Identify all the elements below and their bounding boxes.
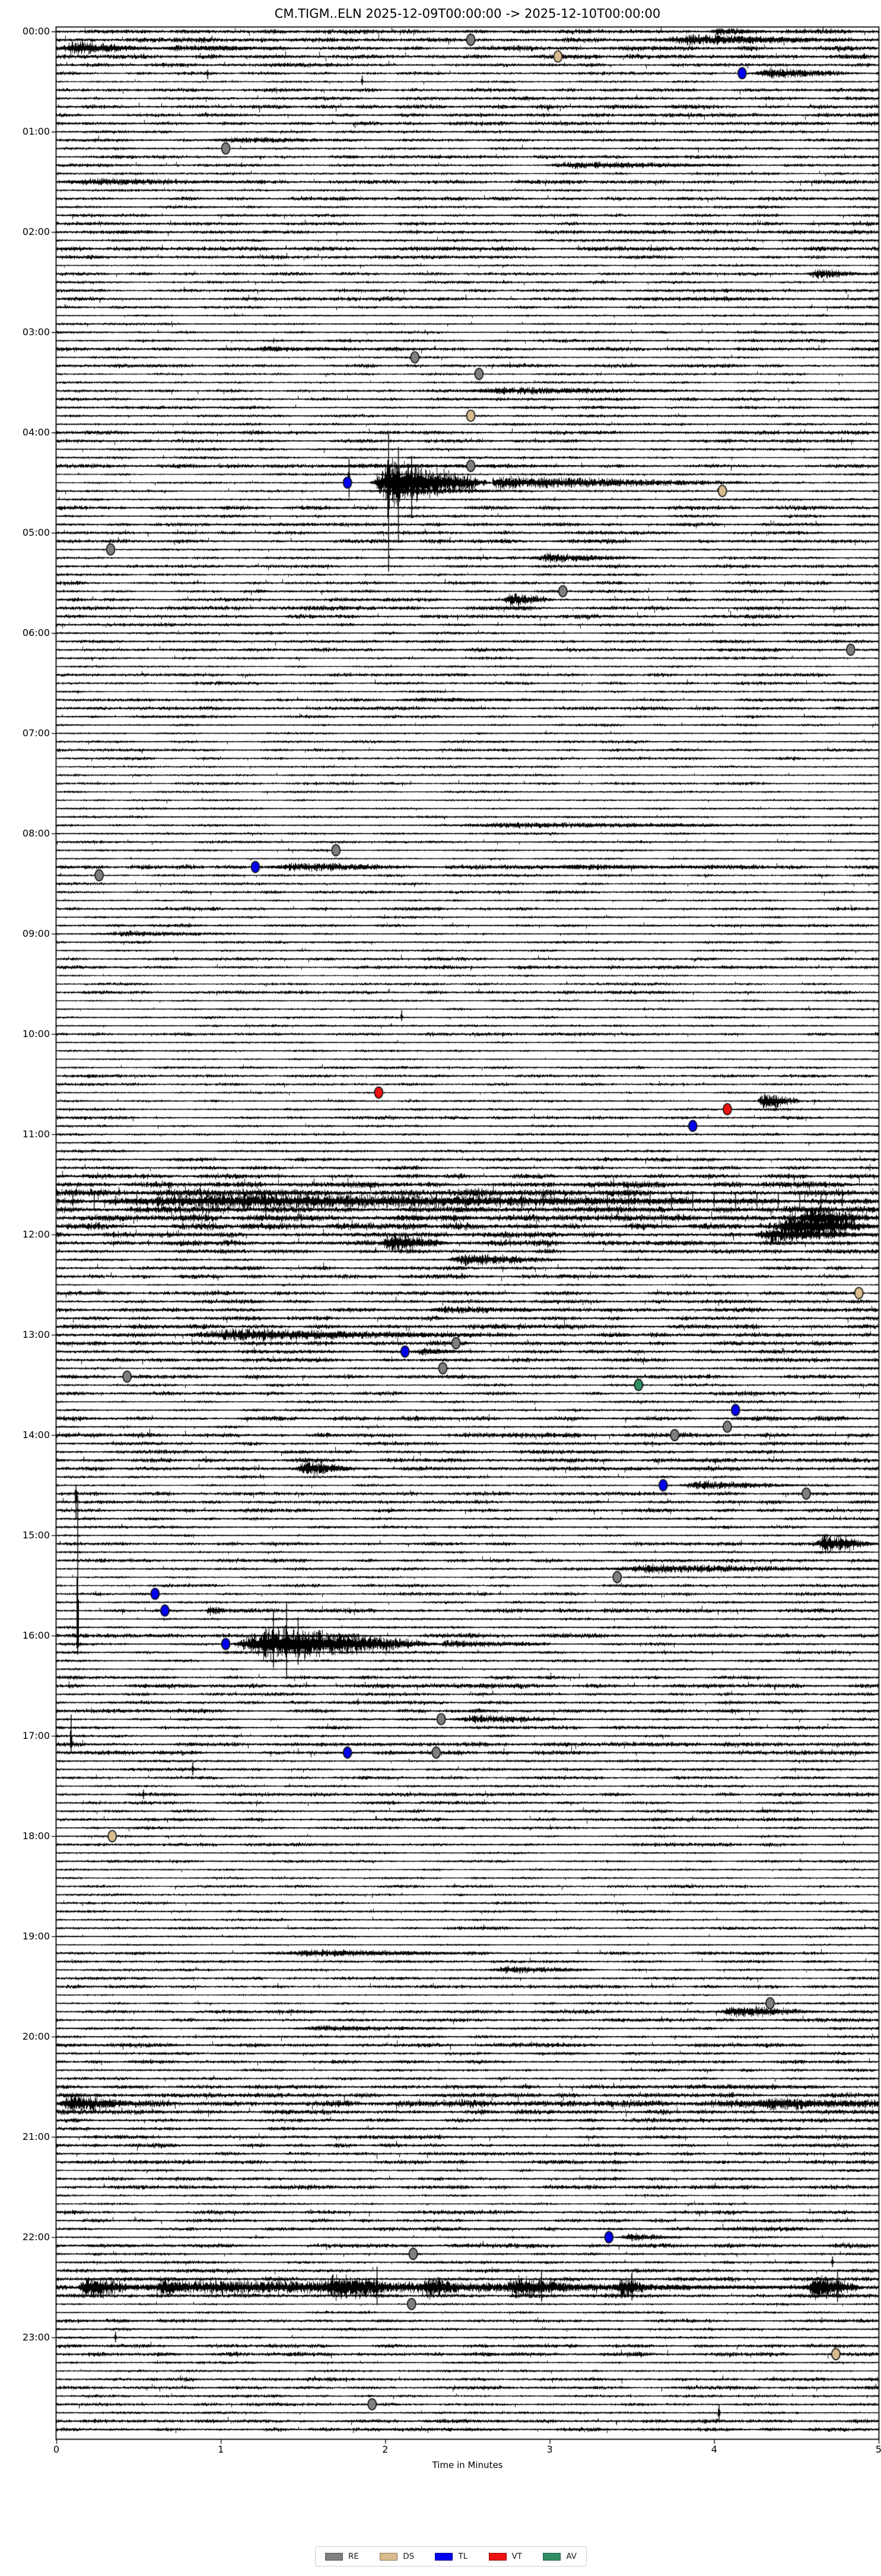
plot-title: CM.TIGM..ELN 2025-12-09T00:00:00 -> 2025… [274,7,661,21]
hour-label-0100: 01:00 [22,125,50,137]
hour-label-0300: 03:00 [22,326,50,338]
hour-label-1700: 17:00 [22,1729,50,1741]
legend-item-RE: RE [325,2552,359,2561]
hour-label-0600: 06:00 [22,626,50,638]
hour-label-0000: 00:00 [22,26,50,37]
legend-swatch-RE [325,2552,343,2561]
hour-label-2000: 20:00 [22,2030,50,2042]
hour-label-1200: 12:00 [22,1228,50,1240]
legend-item-DS: DS [380,2552,414,2561]
legend-item-VT: VT [488,2552,523,2561]
legend-swatch-TL [435,2552,453,2561]
x-tick-label-0: 0 [53,2444,60,2455]
hour-label-1000: 10:00 [22,1028,50,1039]
x-axis-title: Time in Minutes [432,2460,503,2470]
legend-swatch-VT [488,2552,507,2561]
legend-label-TL: TL [458,2552,468,2561]
legend-swatch-AV [543,2552,561,2561]
hour-label-1100: 11:00 [22,1128,50,1140]
legend-label-AV: AV [566,2552,577,2561]
hour-label-0400: 04:00 [22,426,50,438]
legend: RE DS TL VT AV [315,2546,587,2567]
x-tick-label-5: 5 [875,2444,881,2455]
hour-label-0900: 09:00 [22,927,50,939]
hour-label-2300: 23:00 [22,2331,50,2343]
legend-swatch-DS [380,2552,398,2561]
hour-label-0200: 02:00 [22,225,50,237]
legend-item-TL: TL [435,2552,467,2561]
legend-label-VT: VT [511,2552,523,2561]
hour-label-0500: 05:00 [22,526,50,538]
hour-label-0700: 07:00 [22,727,50,739]
x-tick-label-2: 2 [382,2444,389,2455]
hour-label-1900: 19:00 [22,1930,50,1942]
hour-label-2200: 22:00 [22,2231,50,2243]
x-tick-label-3: 3 [546,2444,553,2455]
hour-label-1500: 15:00 [22,1529,50,1541]
x-tick-label-1: 1 [218,2444,224,2455]
x-tick-label-4: 4 [711,2444,717,2455]
hour-label-2100: 21:00 [22,2130,50,2142]
hour-label-1400: 14:00 [22,1429,50,1440]
legend-item-AV: AV [543,2552,577,2561]
legend-label-DS: DS [403,2552,415,2561]
hour-label-0800: 08:00 [22,827,50,839]
hour-label-1800: 18:00 [22,1830,50,1842]
hour-label-1300: 13:00 [22,1328,50,1340]
legend-label-RE: RE [348,2552,359,2561]
hour-label-1600: 16:00 [22,1629,50,1641]
